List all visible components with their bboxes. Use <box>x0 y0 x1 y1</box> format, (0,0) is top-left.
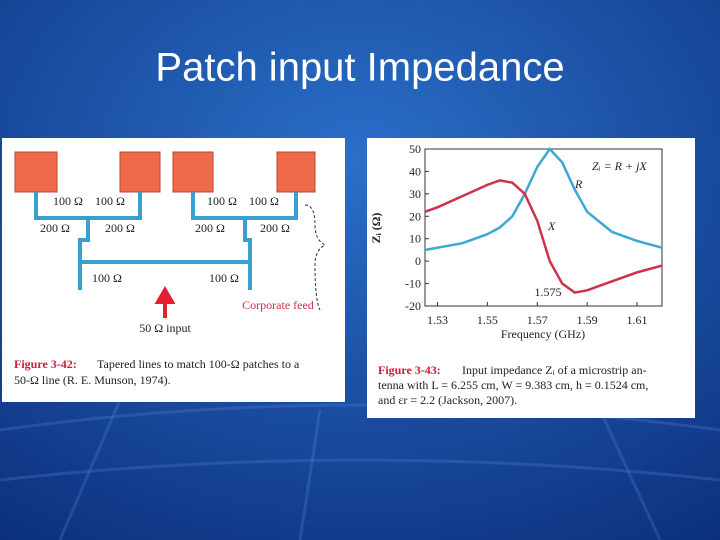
y-tick-label: -20 <box>405 299 421 313</box>
panel <box>367 138 695 418</box>
feed-lines <box>34 192 298 290</box>
series-line <box>424 147 663 252</box>
caption-label: Figure 3-42: <box>14 357 77 371</box>
y-tick-label: 0 <box>415 254 421 268</box>
line-label: 100 Ω <box>207 194 237 208</box>
line-label: 100 Ω <box>249 194 279 208</box>
x-tick-label: 1.55 <box>477 313 498 327</box>
x-tick-label: 1.59 <box>577 313 598 327</box>
y-tick-label: 20 <box>409 209 421 223</box>
line-label: 100 Ω <box>53 194 83 208</box>
line-label: 100 Ω <box>92 271 122 285</box>
line-label: 200 Ω <box>105 221 135 235</box>
line-label: 200 Ω <box>195 221 225 235</box>
feed-figure: 100 Ω 100 Ω 100 Ω 100 Ω 200 Ω 200 Ω 200 … <box>2 138 345 402</box>
line-label: 200 Ω <box>260 221 290 235</box>
series-line <box>424 179 663 294</box>
slide-title: Patch input Impedance <box>155 46 564 90</box>
x-axis-label: Frequency (GHz) <box>501 327 585 341</box>
caption-line: Input impedance Zᵢ of a microstrip an- <box>462 363 647 377</box>
y-tick-label: 50 <box>409 142 421 156</box>
line-label: 100 Ω <box>209 271 239 285</box>
x-tick-label: 1.57 <box>527 313 548 327</box>
patches <box>14 151 316 193</box>
y-tick-label: -10 <box>405 277 421 291</box>
x-tick-label: 1.53 <box>427 313 448 327</box>
annotation: Zᵢ = R + jX <box>592 159 647 173</box>
feed-label: Corporate feed <box>242 298 314 312</box>
line-label: 200 Ω <box>40 221 70 235</box>
line-label: 100 Ω <box>95 194 125 208</box>
y-tick-label: 40 <box>409 164 421 178</box>
series-label: R <box>574 177 583 191</box>
input-label: 50 Ω input <box>139 321 191 335</box>
caption-line: 50-Ω line (R. E. Munson, 1974). <box>14 373 171 387</box>
caption-label: Figure 3-43: <box>378 363 441 377</box>
y-tick-label: 10 <box>409 232 421 246</box>
annotation: 1.575 <box>535 285 562 299</box>
x-tick-label: 1.61 <box>627 313 648 327</box>
y-axis-label: Zᵢ (Ω) <box>369 213 383 244</box>
y-tick-label: 30 <box>409 187 421 201</box>
caption-line: Tapered lines to match 100-Ω patches to … <box>97 357 300 371</box>
series-label: X <box>547 219 556 233</box>
input-arrow <box>154 286 176 318</box>
caption-line: and εr = 2.2 (Jackson, 2007). <box>378 393 517 407</box>
plot-frame <box>424 148 663 307</box>
caption-line: tenna with L = 6.255 cm, W = 9.383 cm, h… <box>378 378 648 392</box>
impedance-figure: Zᵢ (Ω) Frequency (GHz) Figure 3-43: Inpu… <box>367 138 695 418</box>
